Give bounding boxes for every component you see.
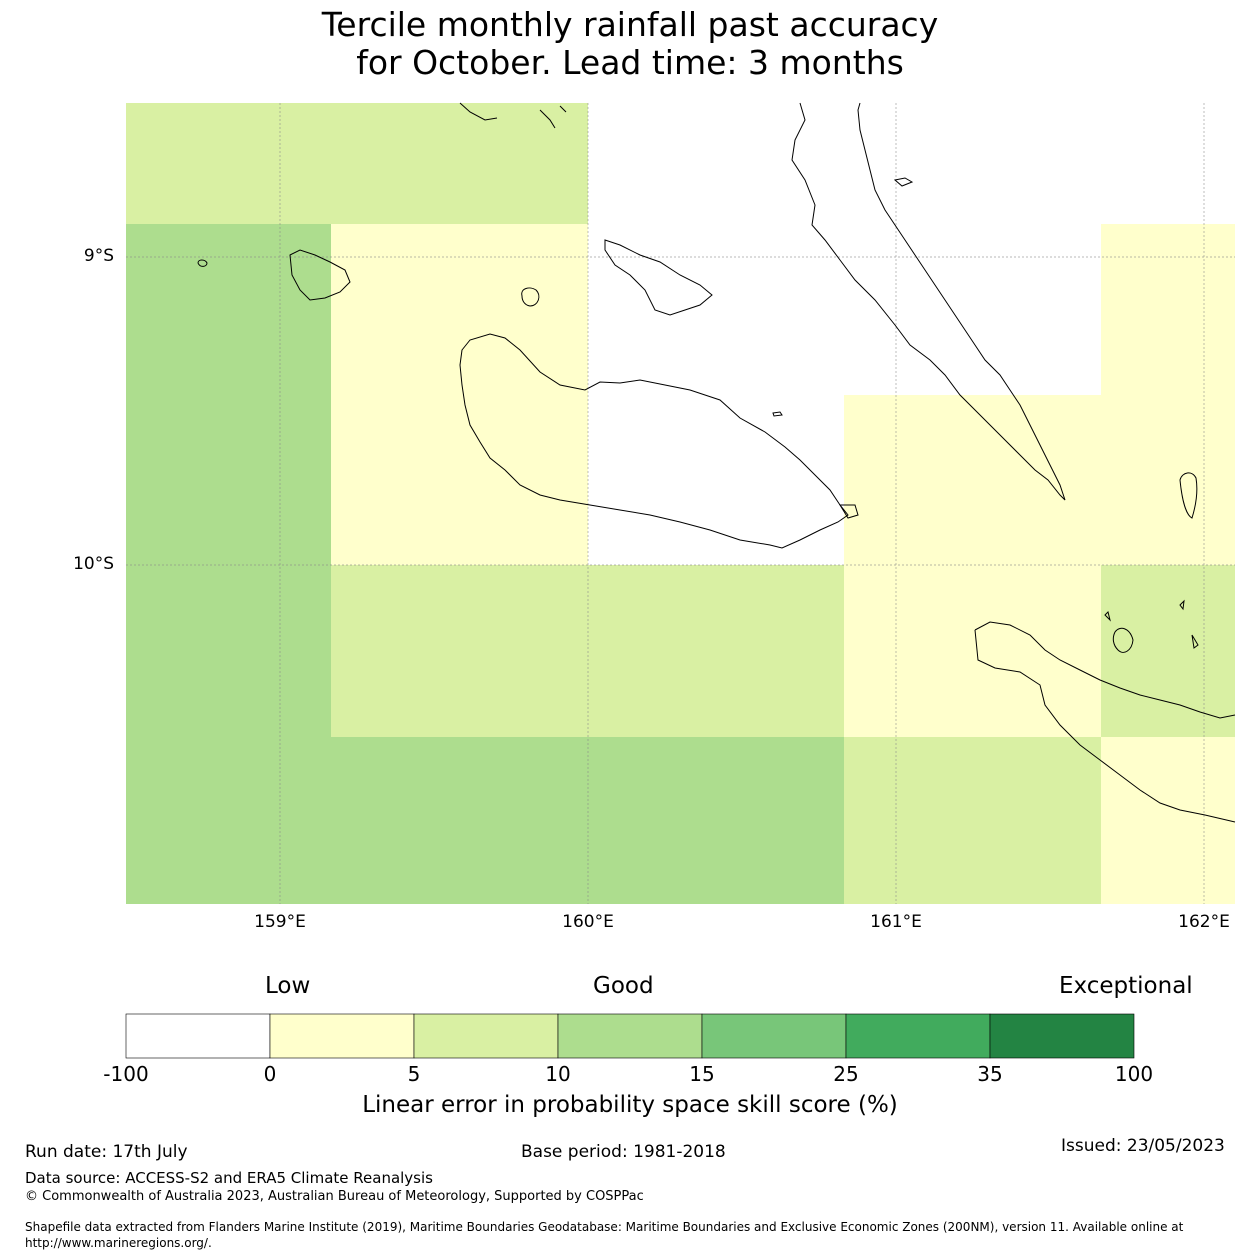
colorbar-tick: 0 bbox=[263, 1062, 277, 1086]
category-good: Good bbox=[593, 973, 654, 999]
colorbar-title: Linear error in probability space skill … bbox=[362, 1092, 898, 1118]
islet-santa-ana bbox=[1112, 627, 1134, 653]
colorbar-tick: 10 bbox=[545, 1062, 571, 1086]
lat-label-10s: 10°S bbox=[73, 554, 114, 574]
colorbar-segment-3 bbox=[557, 1013, 703, 1059]
islet-e1 bbox=[839, 504, 859, 519]
islet-small-east bbox=[1104, 599, 1199, 649]
lon-label-160e: 160°E bbox=[562, 912, 614, 932]
cell-east-lower-a bbox=[844, 565, 1101, 737]
category-exceptional: Exceptional bbox=[1059, 973, 1193, 999]
cell-west-lower bbox=[126, 565, 331, 904]
colorbar-segment-1 bbox=[269, 1013, 415, 1059]
colorbar-segment-0 bbox=[125, 1013, 271, 1059]
lon-label-161e: 161°E bbox=[870, 912, 922, 932]
data-source: Data source: ACCESS-S2 and ERA5 Climate … bbox=[25, 1169, 433, 1187]
shapefile-credit-line-1: Shapefile data extracted from Flanders M… bbox=[25, 1220, 1184, 1234]
colorbar-tick: -100 bbox=[103, 1062, 149, 1086]
colorbar-segment-5 bbox=[845, 1013, 991, 1059]
colorbar-tick: 100 bbox=[1114, 1062, 1154, 1086]
shapefile-credit-line-2: http://www.marineregions.org/. bbox=[25, 1236, 212, 1250]
issued-date: Issued: 23/05/2023 bbox=[1061, 1136, 1225, 1156]
lon-label-162e: 162°E bbox=[1178, 912, 1230, 932]
colorbar-tick: 25 bbox=[833, 1062, 859, 1086]
lon-label-159e: 159°E bbox=[254, 912, 306, 932]
cell-east-lower-b bbox=[844, 737, 1101, 904]
colorbar bbox=[125, 1013, 1135, 1059]
cell-far-east-upper bbox=[1101, 224, 1235, 565]
run-date: Run date: 17th July bbox=[25, 1142, 188, 1162]
title-line-2: for October. Lead time: 3 months bbox=[356, 43, 904, 82]
copyright: © Commonwealth of Australia 2023, Austra… bbox=[25, 1189, 644, 1204]
islet-north bbox=[459, 102, 567, 129]
colorbar-segment-2 bbox=[413, 1013, 559, 1059]
cell-central-upper bbox=[331, 224, 588, 565]
colorbar-tick: 5 bbox=[407, 1062, 421, 1086]
base-period: Base period: 1981-2018 bbox=[521, 1142, 726, 1162]
cell-west-upper bbox=[126, 224, 331, 565]
small-island-west bbox=[197, 259, 208, 267]
coastlines bbox=[197, 102, 1236, 823]
chart-title: Tercile monthly rainfall past accuracy f… bbox=[0, 6, 1260, 82]
cell-far-east-lower-a bbox=[1101, 565, 1235, 737]
islet-ugi bbox=[1179, 472, 1198, 519]
title-line-1: Tercile monthly rainfall past accuracy bbox=[321, 5, 939, 44]
lat-label-9s: 9°S bbox=[83, 246, 114, 266]
savo-island bbox=[521, 287, 540, 307]
russell-islands bbox=[289, 249, 351, 301]
colorbar-segment-4 bbox=[701, 1013, 847, 1059]
florida-islands bbox=[604, 239, 713, 316]
cell-far-east-lower-b bbox=[1101, 737, 1235, 904]
colorbar-tick: 35 bbox=[977, 1062, 1003, 1086]
makira-island bbox=[974, 621, 1236, 823]
cell-east-mid bbox=[844, 395, 1101, 565]
cell-top-left bbox=[126, 103, 588, 224]
cell-central-lower-a bbox=[331, 565, 844, 737]
skill-cells bbox=[126, 103, 1235, 904]
colorbar-tick: 15 bbox=[689, 1062, 715, 1086]
gridlines bbox=[126, 103, 1235, 904]
cell-central-lower-b bbox=[331, 737, 844, 904]
islet-e2 bbox=[772, 411, 783, 417]
malaita-island bbox=[791, 102, 1066, 501]
category-low: Low bbox=[265, 973, 311, 999]
colorbar-segment-6 bbox=[989, 1013, 1135, 1059]
guadalcanal-island bbox=[459, 333, 849, 549]
islet-mid bbox=[893, 177, 914, 187]
